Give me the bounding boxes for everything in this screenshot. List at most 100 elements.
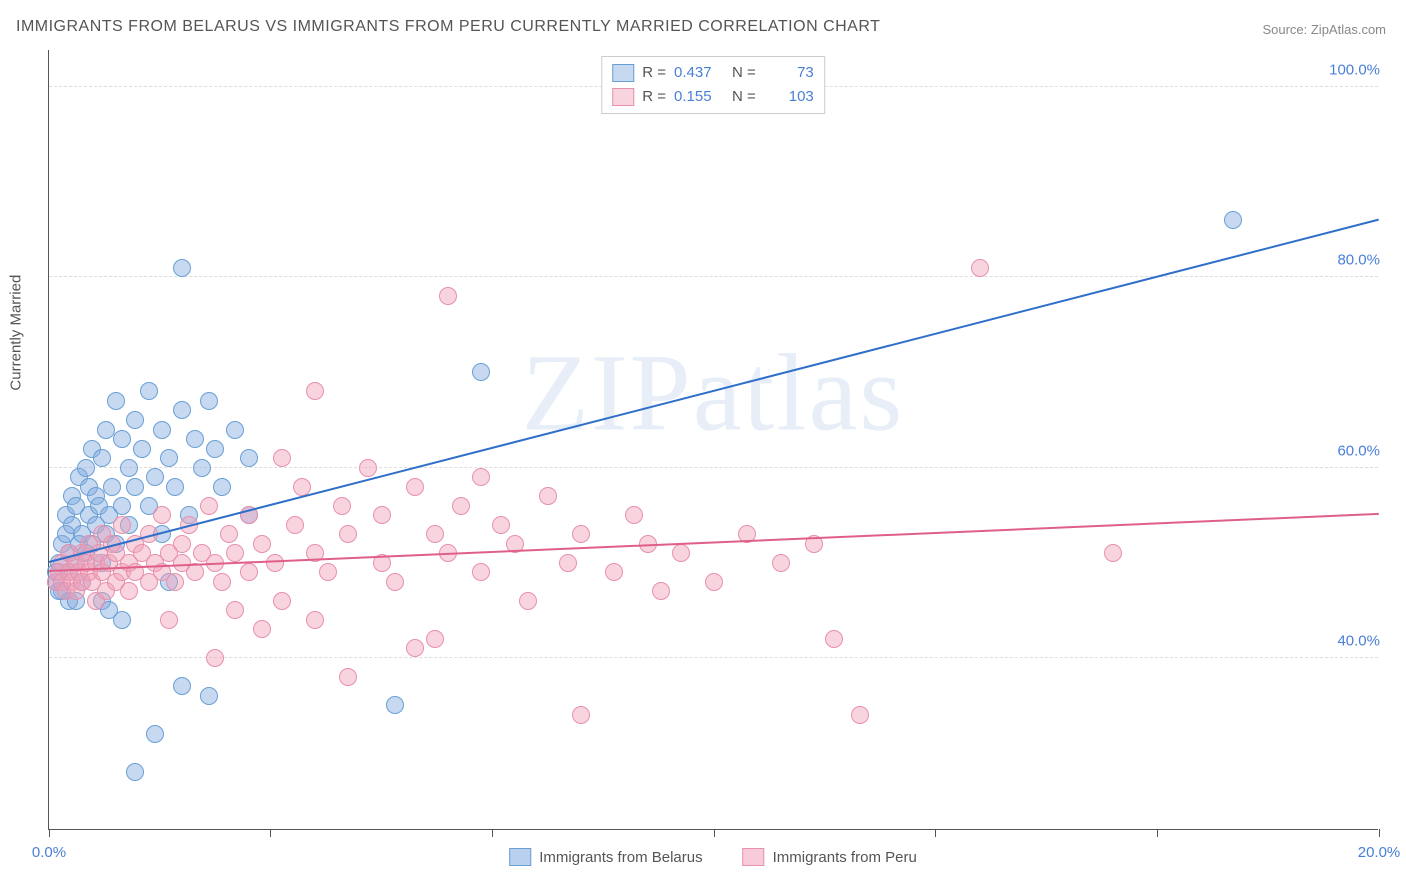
data-point — [253, 620, 271, 638]
data-point — [572, 525, 590, 543]
data-point — [373, 506, 391, 524]
data-point — [186, 430, 204, 448]
y-axis-label: Currently Married — [8, 275, 25, 391]
source-label: Source: ZipAtlas.com — [1262, 22, 1386, 37]
data-point — [406, 478, 424, 496]
data-point — [226, 421, 244, 439]
data-point — [519, 592, 537, 610]
data-point — [113, 430, 131, 448]
legend-swatch — [612, 88, 634, 106]
data-point — [359, 459, 377, 477]
data-point — [146, 725, 164, 743]
data-point — [273, 592, 291, 610]
legend-swatch — [743, 848, 765, 866]
data-point — [200, 497, 218, 515]
data-point — [173, 401, 191, 419]
data-point — [126, 478, 144, 496]
data-point — [492, 516, 510, 534]
data-point — [97, 421, 115, 439]
page-title: IMMIGRANTS FROM BELARUS VS IMMIGRANTS FR… — [16, 18, 880, 36]
data-point — [146, 468, 164, 486]
data-point — [213, 573, 231, 591]
legend-r-label: R = — [642, 85, 666, 109]
data-point — [140, 382, 158, 400]
xtick-label: 20.0% — [1358, 844, 1401, 861]
data-point — [166, 573, 184, 591]
data-point — [559, 554, 577, 572]
data-point — [240, 449, 258, 467]
data-point — [472, 563, 490, 581]
data-point — [672, 544, 690, 562]
xtick — [1157, 829, 1158, 837]
data-point — [971, 259, 989, 277]
legend-n-label: N = — [732, 85, 756, 109]
data-point — [226, 544, 244, 562]
data-point — [206, 649, 224, 667]
data-point — [572, 706, 590, 724]
legend-series-label: Immigrants from Belarus — [539, 849, 702, 866]
data-point — [200, 687, 218, 705]
data-point — [452, 497, 470, 515]
data-point — [472, 468, 490, 486]
data-point — [77, 459, 95, 477]
data-point — [386, 696, 404, 714]
data-point — [113, 497, 131, 515]
chart-area: Currently Married 40.0%60.0%80.0%100.0%0… — [48, 50, 1378, 830]
data-point — [160, 611, 178, 629]
data-point — [426, 630, 444, 648]
data-point — [339, 525, 357, 543]
data-point — [213, 478, 231, 496]
data-point — [173, 677, 191, 695]
data-point — [705, 573, 723, 591]
data-point — [206, 440, 224, 458]
data-point — [107, 392, 125, 410]
data-point — [406, 639, 424, 657]
legend-r-value: 0.437 — [674, 61, 724, 85]
data-point — [103, 478, 121, 496]
data-point — [113, 516, 131, 534]
xtick — [492, 829, 493, 837]
xtick — [49, 829, 50, 837]
legend-r-value: 0.155 — [674, 85, 724, 109]
legend-series-item: Immigrants from Belarus — [509, 848, 702, 866]
data-point — [273, 449, 291, 467]
data-point — [160, 449, 178, 467]
legend-series-label: Immigrants from Peru — [773, 849, 917, 866]
data-point — [120, 582, 138, 600]
legend-n-label: N = — [732, 61, 756, 85]
data-point — [1104, 544, 1122, 562]
xtick — [1379, 829, 1380, 837]
data-point — [339, 668, 357, 686]
data-point — [153, 506, 171, 524]
data-point — [200, 392, 218, 410]
data-point — [306, 611, 324, 629]
gridline — [49, 276, 1378, 277]
data-point — [539, 487, 557, 505]
data-point — [266, 554, 284, 572]
data-point — [293, 478, 311, 496]
ytick-label: 100.0% — [1323, 62, 1380, 79]
data-point — [226, 601, 244, 619]
legend-correlation: R =0.437N =73R =0.155N =103 — [601, 56, 825, 114]
legend-swatch — [509, 848, 531, 866]
data-point — [426, 525, 444, 543]
plot-box: 40.0%60.0%80.0%100.0%0.0%20.0% — [48, 50, 1378, 830]
legend-swatch — [612, 64, 634, 82]
legend-n-value: 73 — [764, 61, 814, 85]
ytick-label: 60.0% — [1331, 442, 1380, 459]
data-point — [625, 506, 643, 524]
data-point — [319, 563, 337, 581]
data-point — [253, 535, 271, 553]
xtick — [714, 829, 715, 837]
data-point — [306, 382, 324, 400]
ytick-label: 80.0% — [1331, 252, 1380, 269]
data-point — [120, 459, 138, 477]
trend-line — [49, 218, 1379, 562]
data-point — [153, 421, 171, 439]
legend-r-label: R = — [642, 61, 666, 85]
data-point — [652, 582, 670, 600]
data-point — [93, 449, 111, 467]
data-point — [220, 525, 238, 543]
gridline — [49, 657, 1378, 658]
data-point — [133, 440, 151, 458]
